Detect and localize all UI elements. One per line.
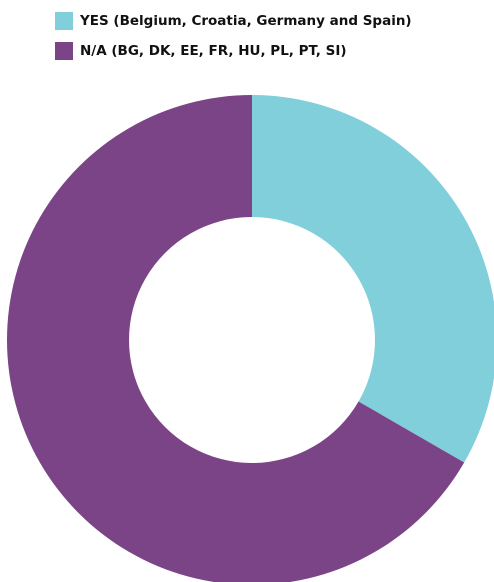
legend-label: N/A (BG, DK, EE, FR, HU, PL, PT, SI) bbox=[80, 43, 347, 59]
donut-segment bbox=[7, 95, 465, 582]
legend-label: YES (Belgium, Croatia, Germany and Spain… bbox=[79, 13, 412, 29]
legend-swatch bbox=[55, 12, 73, 30]
donut-segment bbox=[252, 95, 494, 463]
legend-swatch bbox=[55, 42, 73, 60]
